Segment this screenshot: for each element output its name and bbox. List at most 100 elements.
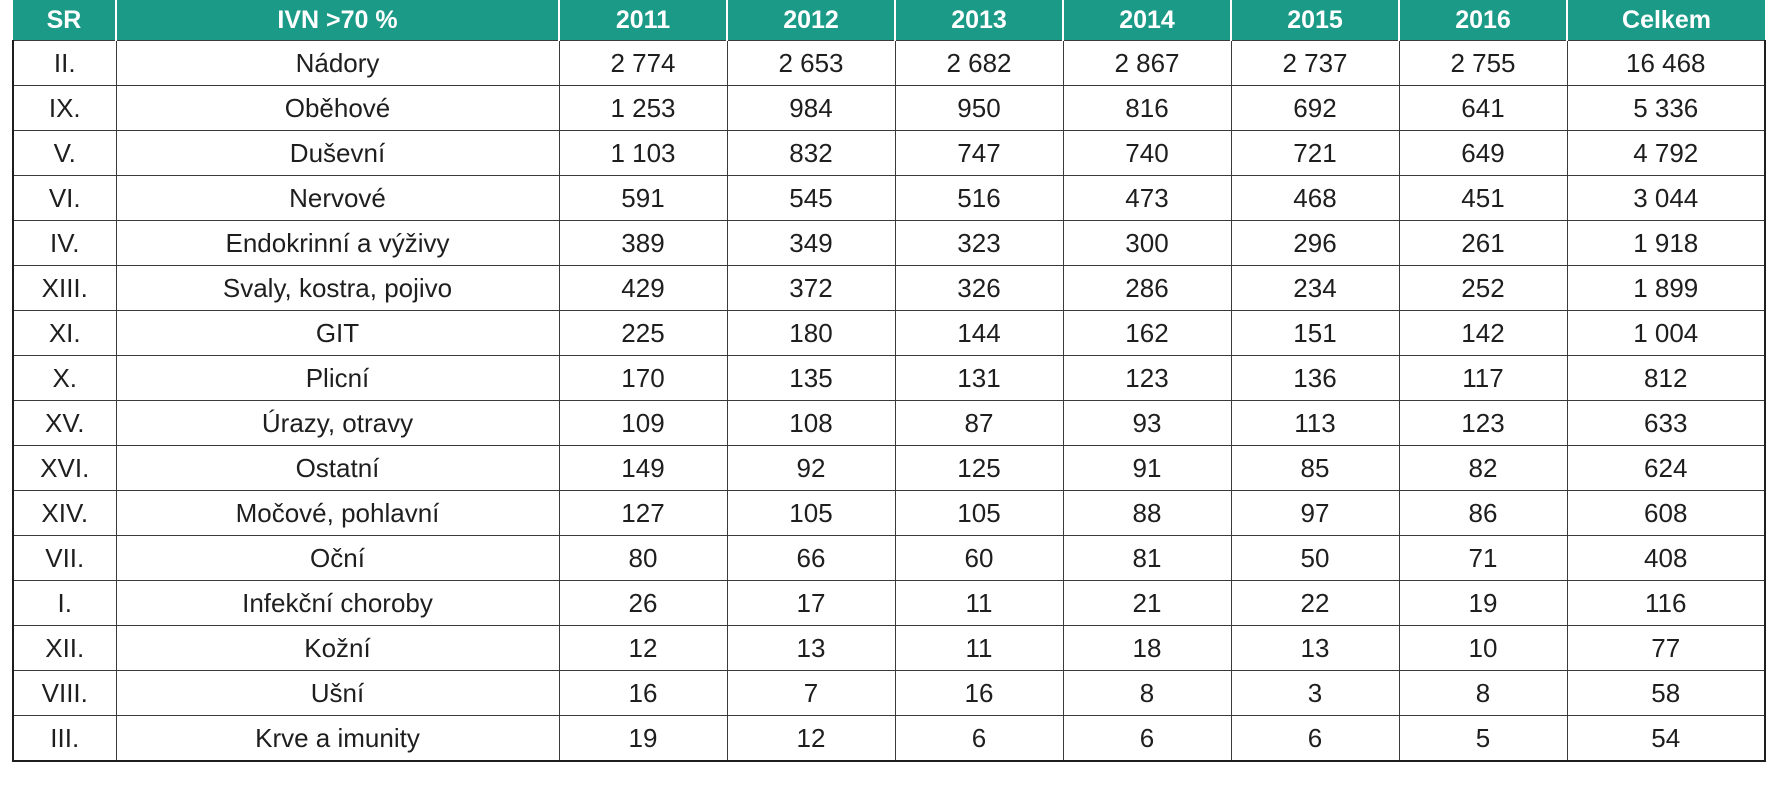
cell-category: Nervové: [115, 175, 560, 221]
cell-2015: 136: [1230, 355, 1400, 401]
table-row: IX. Oběhové 1 253 984 950 816 692 641 5 336: [12, 85, 1766, 131]
cell-total: 408: [1566, 535, 1766, 581]
cell-2011: 389: [558, 220, 728, 266]
ivn-table: SR IVN >70 % 2011 2012 2013 2014 2015 20…: [12, 0, 1766, 762]
cell-sr: XI.: [12, 310, 117, 356]
cell-2016: 641: [1398, 85, 1568, 131]
column-header-2013: 2013: [894, 0, 1064, 41]
cell-category: Ostatní: [115, 445, 560, 491]
cell-2013: 144: [894, 310, 1064, 356]
cell-total: 1 004: [1566, 310, 1766, 356]
cell-2016: 123: [1398, 400, 1568, 446]
cell-2013: 516: [894, 175, 1064, 221]
cell-total: 3 044: [1566, 175, 1766, 221]
table-row: X. Plicní 170 135 131 123 136 117 812: [12, 355, 1766, 401]
cell-2012: 832: [726, 130, 896, 176]
table-row: XII. Kožní 12 13 11 18 13 10 77: [12, 625, 1766, 671]
cell-2011: 1 103: [558, 130, 728, 176]
cell-2013: 747: [894, 130, 1064, 176]
cell-2011: 80: [558, 535, 728, 581]
cell-2014: 18: [1062, 625, 1232, 671]
cell-2011: 19: [558, 715, 728, 762]
cell-category: Močové, pohlavní: [115, 490, 560, 536]
cell-2014: 162: [1062, 310, 1232, 356]
cell-2012: 17: [726, 580, 896, 626]
cell-2014: 88: [1062, 490, 1232, 536]
cell-total: 5 336: [1566, 85, 1766, 131]
cell-sr: II.: [12, 40, 117, 86]
cell-2015: 85: [1230, 445, 1400, 491]
cell-sr: XVI.: [12, 445, 117, 491]
cell-sr: III.: [12, 715, 117, 762]
cell-sr: I.: [12, 580, 117, 626]
cell-2012: 12: [726, 715, 896, 762]
cell-category: Kožní: [115, 625, 560, 671]
cell-2011: 109: [558, 400, 728, 446]
cell-2012: 372: [726, 265, 896, 311]
cell-2013: 950: [894, 85, 1064, 131]
cell-2014: 21: [1062, 580, 1232, 626]
cell-sr: IV.: [12, 220, 117, 266]
table-row: III. Krve a imunity 19 12 6 6 6 5 54: [12, 715, 1766, 762]
cell-sr: X.: [12, 355, 117, 401]
cell-total: 624: [1566, 445, 1766, 491]
cell-total: 77: [1566, 625, 1766, 671]
column-header-total: Celkem: [1566, 0, 1765, 41]
cell-2015: 151: [1230, 310, 1400, 356]
column-header-2011: 2011: [558, 0, 728, 41]
cell-total: 812: [1566, 355, 1766, 401]
cell-total: 4 792: [1566, 130, 1766, 176]
cell-category: Duševní: [115, 130, 560, 176]
cell-2015: 22: [1230, 580, 1400, 626]
cell-category: Ušní: [115, 670, 560, 716]
column-header-2015: 2015: [1230, 0, 1400, 41]
table-row: XIII. Svaly, kostra, pojivo 429 372 326 286 23…: [12, 265, 1766, 311]
cell-2016: 10: [1398, 625, 1568, 671]
cell-sr: XII.: [12, 625, 117, 671]
cell-category: Svaly, kostra, pojivo: [115, 265, 560, 311]
cell-2014: 816: [1062, 85, 1232, 131]
table-row: XI. GIT 225 180 144 162 151 142 1 004: [12, 310, 1766, 356]
cell-2013: 16: [894, 670, 1064, 716]
column-header-2012: 2012: [726, 0, 896, 41]
cell-2013: 131: [894, 355, 1064, 401]
cell-2013: 105: [894, 490, 1064, 536]
cell-2014: 93: [1062, 400, 1232, 446]
cell-total: 116: [1566, 580, 1766, 626]
cell-2016: 261: [1398, 220, 1568, 266]
cell-2015: 97: [1230, 490, 1400, 536]
cell-total: 633: [1566, 400, 1766, 446]
cell-2012: 545: [726, 175, 896, 221]
cell-2011: 16: [558, 670, 728, 716]
data-table-container: SR IVN >70 % 2011 2012 2013 2014 2015 20…: [12, 0, 1766, 762]
cell-2015: 50: [1230, 535, 1400, 581]
table-row: VI. Nervové 591 545 516 473 468 451 3 044: [12, 175, 1766, 221]
cell-2016: 451: [1398, 175, 1568, 221]
cell-2016: 8: [1398, 670, 1568, 716]
header-row: SR IVN >70 % 2011 2012 2013 2014 2015 20…: [13, 0, 1765, 41]
cell-sr: VII.: [12, 535, 117, 581]
table-row: V. Duševní 1 103 832 747 740 721 649 4 792: [12, 130, 1766, 176]
cell-2015: 721: [1230, 130, 1400, 176]
cell-total: 58: [1566, 670, 1766, 716]
cell-2015: 2 737: [1230, 40, 1400, 86]
cell-2016: 649: [1398, 130, 1568, 176]
cell-2016: 5: [1398, 715, 1568, 762]
cell-2016: 142: [1398, 310, 1568, 356]
cell-2011: 12: [558, 625, 728, 671]
cell-total: 608: [1566, 490, 1766, 536]
cell-2014: 473: [1062, 175, 1232, 221]
column-header-ivn: IVN >70 %: [115, 0, 560, 41]
cell-2013: 60: [894, 535, 1064, 581]
column-header-2014: 2014: [1062, 0, 1232, 41]
table-row: XVI. Ostatní 149 92 125 91 85 82 624: [12, 445, 1766, 491]
cell-category: GIT: [115, 310, 560, 356]
cell-2014: 300: [1062, 220, 1232, 266]
cell-2012: 13: [726, 625, 896, 671]
table-row: I. Infekční choroby 26 17 11 21 22 19 116: [12, 580, 1766, 626]
table-row: II. Nádory 2 774 2 653 2 682 2 867 2 737 2 755 1…: [12, 40, 1766, 86]
cell-2013: 87: [894, 400, 1064, 446]
cell-2011: 429: [558, 265, 728, 311]
cell-2015: 6: [1230, 715, 1400, 762]
cell-2011: 2 774: [558, 40, 728, 86]
